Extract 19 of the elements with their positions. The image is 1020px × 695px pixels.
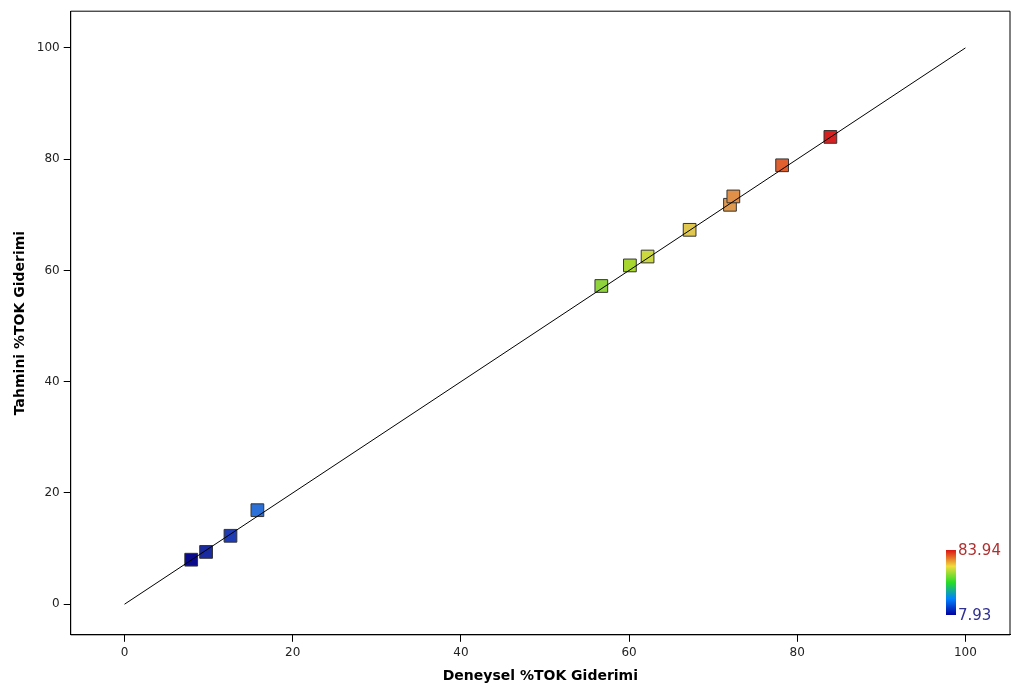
y-tick-label: 80 — [44, 151, 60, 166]
y-tick-label: 100 — [36, 40, 60, 55]
point — [726, 189, 741, 204]
x-tick-label: 20 — [285, 645, 301, 660]
y-tick-label: 60 — [44, 262, 60, 277]
annotation: 7.93 — [958, 605, 992, 624]
y-tick-label: 20 — [44, 485, 60, 500]
x-tick-label: 80 — [789, 645, 805, 660]
y-tick-label: 0 — [52, 596, 60, 611]
y-axis-title: Tahmini %TOK Giderimi — [11, 230, 28, 416]
point — [250, 503, 265, 518]
x-axis-title: Deneysel %TOK Giderimi — [442, 667, 639, 684]
y-tick-label: 40 — [44, 373, 60, 388]
x-tick-label: 60 — [621, 645, 637, 660]
point — [623, 258, 637, 273]
x-tick-label: 0 — [120, 645, 129, 660]
annotation: 83.94 — [958, 540, 1001, 559]
x-tick-label: 40 — [453, 645, 469, 660]
x-tick-label: 100 — [953, 645, 977, 660]
